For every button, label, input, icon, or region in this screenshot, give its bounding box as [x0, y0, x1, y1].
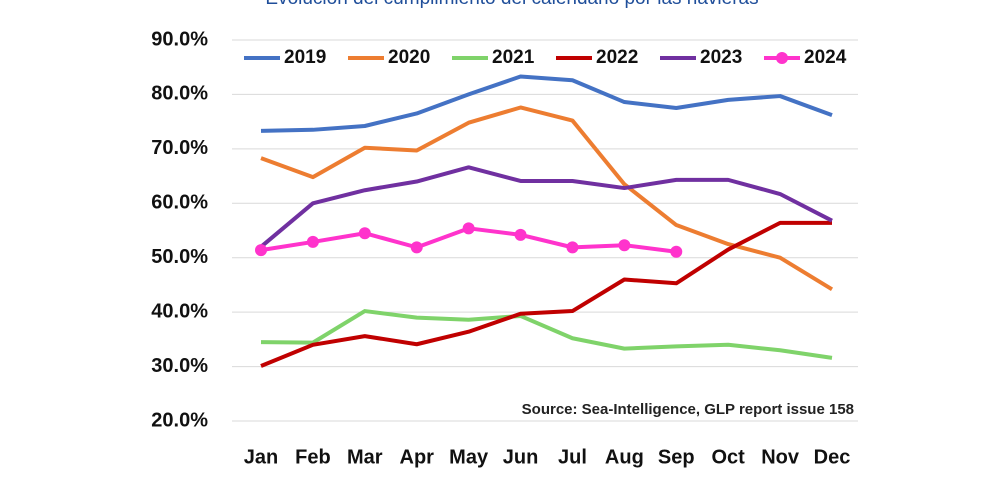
y-tick-label: 50.0%: [151, 246, 208, 268]
x-tick-label: Jan: [244, 446, 278, 468]
point: [255, 244, 267, 257]
y-tick-label: 90.0%: [151, 28, 208, 50]
point: [566, 241, 579, 254]
x-tick-label: Nov: [761, 446, 800, 468]
point: [462, 222, 475, 235]
y-tick-label: 60.0%: [151, 192, 208, 214]
series-line: [260, 220, 832, 368]
point: [514, 228, 527, 241]
point: [306, 235, 319, 248]
x-tick-label: May: [449, 446, 489, 468]
x-tick-label: Apr: [400, 446, 435, 468]
series-line: [260, 309, 833, 360]
legend-label: 2022: [596, 47, 638, 68]
legend-label: 2021: [492, 47, 535, 68]
point: [618, 239, 631, 252]
x-tick-label: Aug: [605, 446, 644, 468]
source-note: Source: Sea-Intelligence, GLP report iss…: [522, 401, 854, 418]
x-tick-label: Jun: [503, 446, 539, 468]
point: [358, 227, 371, 240]
x-tick-label: Feb: [295, 446, 331, 468]
x-tick-label: Oct: [712, 446, 746, 468]
x-tick-label: Dec: [814, 446, 851, 468]
point: [410, 241, 423, 254]
x-tick-label: Jul: [558, 446, 587, 468]
series-line: [259, 165, 833, 249]
x-tick-label: Sep: [658, 446, 695, 468]
series-line: [260, 105, 834, 291]
y-tick-label: 30.0%: [151, 355, 208, 377]
y-tick-label: 80.0%: [151, 83, 208, 105]
y-tick-label: 20.0%: [151, 409, 208, 431]
legend-label: 2023: [700, 47, 742, 68]
point: [670, 245, 683, 258]
y-tick-label: 70.0%: [151, 137, 208, 159]
chart-title: Evolución del cumplimiento del calendari…: [265, 0, 758, 9]
series-line: [260, 74, 833, 133]
y-tick-label: 40.0%: [151, 300, 208, 322]
legend-label: 2019: [284, 47, 326, 68]
legend-label: 2024: [804, 47, 847, 68]
x-tick-label: Mar: [347, 446, 383, 468]
legend-marker: [776, 52, 788, 64]
legend-label: 2020: [388, 47, 430, 68]
